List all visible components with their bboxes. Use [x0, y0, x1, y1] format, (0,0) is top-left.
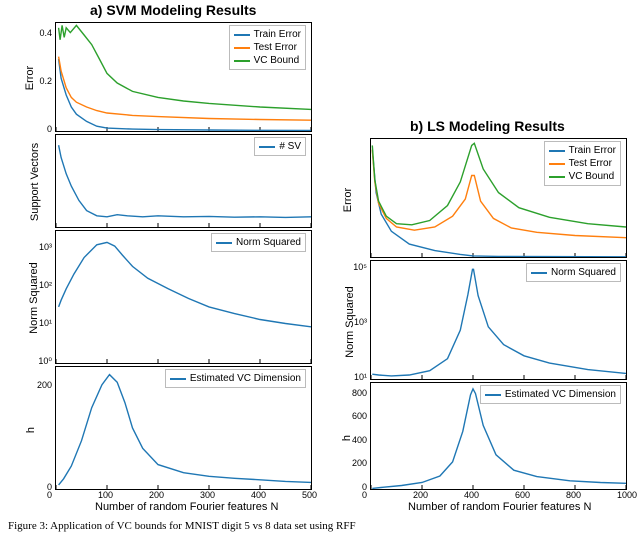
legend-label: Norm Squared — [551, 266, 616, 279]
xtick-label: 600 — [515, 490, 530, 500]
legend-swatch — [485, 394, 501, 396]
ytick-label: 10² — [39, 280, 52, 290]
ytick-label: 10¹ — [39, 318, 52, 328]
ytick-label: 800 — [352, 388, 367, 398]
legend: Norm Squared — [526, 263, 621, 282]
panel-b-title: b) LS Modeling Results — [410, 118, 565, 134]
legend-label: Norm Squared — [236, 236, 301, 249]
legend-swatch — [531, 272, 547, 274]
legend-label: Estimated VC Dimension — [190, 372, 301, 385]
legend: Estimated VC Dimension — [165, 369, 306, 388]
legend-label: Test Error — [569, 157, 612, 170]
xtick-label: 800 — [566, 490, 581, 500]
ytick-label: 200 — [352, 458, 367, 468]
xtick-label: 400 — [464, 490, 479, 500]
ytick-label: 0.4 — [39, 28, 52, 38]
panel-a-norm-ylabel: Norm Squared — [28, 262, 40, 334]
xtick-label: 100 — [98, 490, 113, 500]
legend-swatch — [170, 378, 186, 380]
panel-a-error-ylabel: Error — [24, 66, 36, 90]
xtick-label: 200 — [149, 490, 164, 500]
ytick-label: 10³ — [354, 317, 367, 327]
xtick-label: 200 — [413, 490, 428, 500]
legend-swatch — [549, 150, 565, 152]
figure-caption: Figure 3: Application of VC bounds for M… — [8, 520, 356, 532]
legend-swatch — [549, 176, 565, 178]
legend-swatch — [216, 242, 232, 244]
ytick-label: 10³ — [39, 242, 52, 252]
legend: Norm Squared — [211, 233, 306, 252]
legend: # SV — [254, 137, 306, 156]
legend-label: Train Error — [254, 28, 301, 41]
legend: Train ErrorTest ErrorVC Bound — [229, 25, 306, 70]
legend-swatch — [549, 163, 565, 165]
legend-swatch — [234, 60, 250, 62]
panel-b-xlabel: Number of random Fourier features N — [408, 501, 591, 513]
panel-b-error-ylabel: Error — [342, 188, 354, 212]
xtick-label: 500 — [302, 490, 317, 500]
panel-a-title: a) SVM Modeling Results — [90, 2, 256, 18]
ytick-label: 400 — [352, 435, 367, 445]
panel-a-sv-ylabel: Support Vectors — [29, 143, 41, 221]
legend-swatch — [259, 146, 275, 148]
legend-label: Estimated VC Dimension — [505, 388, 616, 401]
legend-label: VC Bound — [569, 170, 615, 183]
xtick-label: 0 — [47, 490, 52, 500]
ytick-label: 0.2 — [39, 76, 52, 86]
legend: Estimated VC Dimension — [480, 385, 621, 404]
xtick-label: 1000 — [617, 490, 637, 500]
legend-label: Test Error — [254, 41, 297, 54]
xtick-label: 400 — [251, 490, 266, 500]
ytick-label: 10⁰ — [38, 356, 52, 367]
legend-label: Train Error — [569, 144, 616, 157]
panel-a-h-ylabel: h — [25, 427, 37, 433]
legend-label: VC Bound — [254, 54, 300, 67]
xtick-label: 300 — [200, 490, 215, 500]
ytick-label: 0 — [47, 124, 52, 134]
legend: Train ErrorTest ErrorVC Bound — [544, 141, 621, 186]
panel-a-xlabel: Number of random Fourier features N — [95, 501, 278, 513]
ytick-label: 200 — [37, 380, 52, 390]
ytick-label: 10⁵ — [353, 262, 367, 272]
xtick-label: 0 — [362, 490, 367, 500]
ytick-label: 600 — [352, 411, 367, 421]
legend-swatch — [234, 34, 250, 36]
legend-swatch — [234, 47, 250, 49]
ytick-label: 10¹ — [354, 372, 367, 382]
legend-label: # SV — [279, 140, 301, 153]
